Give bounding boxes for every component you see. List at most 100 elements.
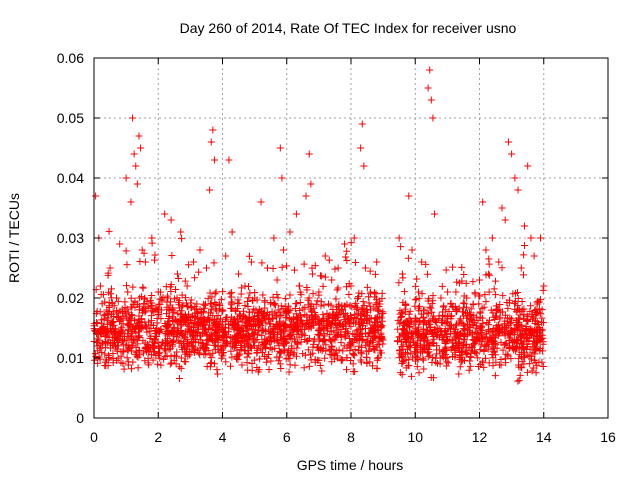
data-point: [373, 364, 381, 372]
data-point: [252, 306, 260, 314]
data-point: [244, 336, 252, 344]
data-point: [443, 353, 451, 361]
data-point: [470, 311, 478, 319]
data-point: [113, 345, 121, 353]
data-point: [159, 293, 167, 301]
data-point: [429, 332, 437, 340]
data-point: [412, 282, 420, 290]
data-point: [311, 262, 319, 270]
data-point: [141, 344, 149, 352]
data-point: [373, 318, 381, 326]
data-point: [101, 310, 109, 318]
data-point: [530, 356, 538, 364]
data-point: [250, 356, 258, 364]
data-point: [302, 320, 310, 328]
data-point: [156, 301, 164, 309]
data-point: [133, 300, 141, 308]
data-point: [124, 346, 132, 354]
data-point: [267, 300, 275, 308]
data-point: [331, 336, 339, 344]
data-point: [482, 271, 490, 279]
data-point: [309, 349, 317, 357]
data-point: [489, 354, 497, 362]
data-point: [333, 286, 341, 294]
data-point: [93, 342, 101, 350]
data-point: [177, 228, 185, 236]
data-point: [363, 337, 371, 345]
data-point: [228, 304, 236, 312]
data-point: [482, 298, 490, 306]
data-point: [454, 344, 462, 352]
data-point: [469, 278, 477, 286]
data-point: [362, 341, 370, 349]
data-point: [261, 297, 269, 305]
data-point: [442, 266, 450, 274]
data-point: [523, 335, 531, 343]
data-point: [325, 300, 333, 308]
data-point: [350, 234, 358, 242]
data-point: [503, 317, 511, 325]
y-tick-label: 0.01: [57, 350, 84, 366]
data-point: [479, 198, 487, 206]
data-point: [331, 265, 339, 273]
data-point: [433, 350, 441, 358]
data-point: [497, 338, 505, 346]
data-point: [251, 329, 259, 337]
data-point: [101, 350, 109, 358]
data-point: [363, 283, 371, 291]
data-point: [321, 273, 329, 281]
data-point: [248, 325, 256, 333]
data-point: [198, 309, 206, 317]
data-point: [134, 340, 142, 348]
data-point: [103, 339, 111, 347]
data-point: [460, 270, 468, 278]
data-point: [438, 282, 446, 290]
data-point: [508, 315, 516, 323]
data-point: [148, 234, 156, 242]
data-point: [427, 304, 435, 312]
data-point: [242, 322, 250, 330]
data-point: [147, 312, 155, 320]
data-point: [458, 308, 466, 316]
data-point: [94, 359, 102, 367]
data-point: [117, 359, 125, 367]
data-point: [97, 290, 105, 298]
x-tick-label: 4: [219, 429, 227, 445]
data-point: [151, 327, 159, 335]
data-point: [315, 356, 323, 364]
data-point: [520, 222, 528, 230]
data-point: [333, 354, 341, 362]
chart-title: Day 260 of 2014, Rate Of TEC Index for r…: [180, 20, 517, 36]
data-point: [361, 324, 369, 332]
data-point: [314, 343, 322, 351]
data-point: [408, 334, 416, 342]
data-point: [536, 305, 544, 313]
data-point: [286, 291, 294, 299]
data-point: [440, 347, 448, 355]
data-point: [495, 258, 503, 266]
data-point: [126, 333, 134, 341]
data-point: [182, 294, 190, 302]
data-point: [418, 258, 426, 266]
data-point: [404, 321, 412, 329]
data-point: [129, 283, 137, 291]
data-point: [468, 329, 476, 337]
data-point: [218, 333, 226, 341]
data-point: [154, 360, 162, 368]
data-point: [157, 325, 165, 333]
data-point: [297, 291, 305, 299]
data-point: [465, 366, 473, 374]
data-point: [134, 322, 142, 330]
data-point: [155, 311, 163, 319]
data-point: [504, 304, 512, 312]
data-point: [425, 295, 433, 303]
data-point: [193, 300, 201, 308]
data-point: [203, 332, 211, 340]
data-point: [207, 325, 215, 333]
data-point: [118, 323, 126, 331]
data-point: [480, 347, 488, 355]
data-point: [353, 327, 361, 335]
data-point: [133, 352, 141, 360]
data-point: [196, 246, 204, 254]
